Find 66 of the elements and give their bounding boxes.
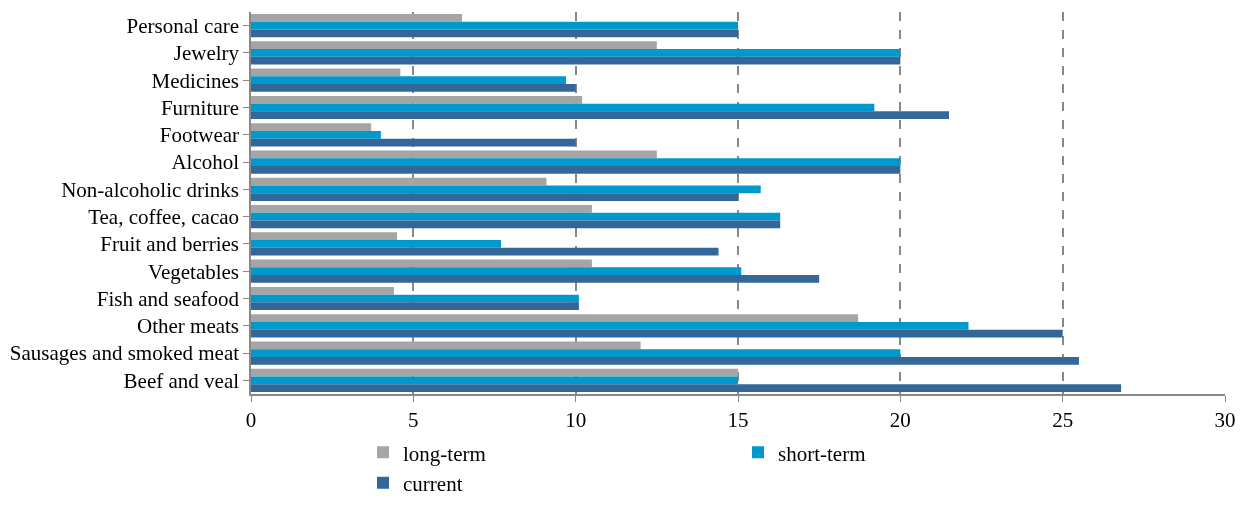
bar [251,240,501,248]
y-tick-label: Footwear [159,123,240,148]
y-tick-label: Alcohol [171,150,240,175]
bar [251,49,901,57]
x-tick-label: 25 [1052,407,1074,432]
bar [251,329,1063,338]
bar [251,158,901,166]
bar [251,138,576,147]
bar [251,76,566,85]
bar [251,286,394,295]
y-tick-label: Fish and seafood [96,286,240,311]
bar [251,368,738,377]
bar [251,130,381,139]
bar [251,95,583,104]
y-tick-label: Personal care [126,13,240,38]
y-tick-label: Furniture [160,95,240,120]
x-tick-label: 30 [1214,407,1236,432]
x-tick-label: 0 [245,407,257,432]
bar [251,267,742,276]
bar [251,185,761,194]
bar [251,294,579,303]
bar [251,41,657,50]
y-tick-label: Jewelry [173,41,240,66]
bar [251,247,719,256]
bar [251,321,969,330]
y-tick-label: Fruit and berries [100,232,240,257]
legend-label: current [403,471,463,496]
y-tick-label: Beef and veal [123,368,240,393]
legend-label: long-term [403,441,486,466]
x-tick-label: 15 [727,407,749,432]
bar [251,165,901,174]
bar [251,314,859,322]
bar [251,356,1079,365]
bar [251,232,398,241]
y-tick-label: Vegetables [148,259,240,284]
bar [251,349,901,357]
bar [251,177,547,186]
x-tick-label: 5 [408,407,419,432]
bar [251,84,576,92]
bar [251,212,781,221]
y-tick-label: Medicines [151,68,240,93]
bar [251,103,875,112]
y-tick-label: Other meats [137,314,240,339]
legend-label: short-term [778,441,866,466]
bar [251,21,738,30]
bar [251,341,641,350]
bar [251,56,901,65]
bar [251,384,1122,392]
x-tick-label: 10 [565,407,587,432]
bar [251,220,781,229]
bar [251,275,820,283]
bar [251,302,579,311]
y-tick-label: Non-alcoholic drinks [61,177,240,202]
bar [251,68,401,77]
bar [251,376,738,385]
bar [251,193,738,201]
bar [251,259,592,268]
bar [251,123,372,131]
bar [251,150,657,159]
bar [251,111,950,120]
x-tick-label: 20 [889,407,911,432]
bar [251,14,463,22]
bar [251,29,738,38]
bar [251,205,592,213]
y-tick-label: Sausages and smoked meat [9,341,240,366]
y-tick-label: Tea, coffee, cacao [88,204,240,229]
